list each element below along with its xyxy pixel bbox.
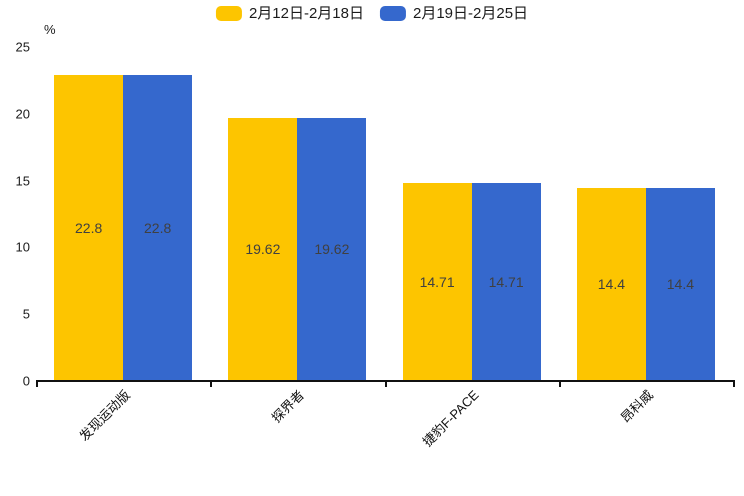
legend: 2月12日-2月18日 2月19日-2月25日: [215, 5, 528, 22]
y-axis-tick-label: 20: [15, 106, 30, 122]
bar-value-label: 22.8: [75, 219, 103, 236]
x-axis-tick: [36, 380, 38, 387]
y-axis-tick-label: 5: [22, 306, 30, 322]
legend-label: 2月19日-2月25日: [413, 5, 529, 22]
bar-series2-3[interactable]: 14.71: [471, 183, 541, 380]
legend-label: 2月12日-2月18日: [248, 5, 364, 22]
bar-series1-3[interactable]: 14.71: [402, 183, 472, 380]
bar-value-label: 14.4: [597, 275, 625, 292]
x-axis-tick: [558, 380, 561, 387]
bar-series1-4[interactable]: 14.4: [576, 187, 646, 380]
y-axis-unit-label: %: [44, 22, 56, 37]
y-axis-tick-label: 10: [15, 239, 30, 255]
legend-item[interactable]: 2月19日-2月25日: [380, 6, 528, 21]
bar-series2-2[interactable]: 19.62: [297, 117, 367, 380]
bar-value-label: 14.4: [666, 275, 694, 292]
bar-value-label: 19.62: [314, 240, 350, 257]
legend-swatch-icon: [215, 6, 242, 21]
x-axis-tick: [210, 380, 213, 387]
x-axis-tick: [733, 380, 735, 387]
y-axis-tick-label: 0: [22, 373, 30, 389]
y-axis-tick-label: 15: [15, 173, 30, 189]
legend-swatch-icon: [380, 6, 406, 21]
x-axis-tick: [384, 380, 387, 387]
x-axis-category-label: 昂科威: [617, 387, 656, 426]
bar-value-label: 14.71: [419, 273, 455, 290]
bar-series1-1[interactable]: 22.8: [54, 75, 124, 380]
bar-value-label: 14.71: [488, 273, 524, 290]
x-axis-category-label: 发现运动版: [76, 387, 134, 444]
x-axis-category-label: 探界者: [269, 387, 308, 426]
legend-item[interactable]: 2月12日-2月18日: [215, 5, 364, 22]
bar-series1-2[interactable]: 19.62: [228, 117, 298, 380]
bar-value-label: 22.8: [144, 219, 172, 236]
y-axis-tick-label: 25: [15, 39, 30, 55]
bar-series2-4[interactable]: 14.4: [645, 187, 715, 380]
bar-series2-1[interactable]: 22.8: [123, 75, 193, 380]
x-axis-category-label: 捷豹F-PACE: [419, 387, 482, 450]
bar-value-label: 19.62: [245, 240, 281, 257]
